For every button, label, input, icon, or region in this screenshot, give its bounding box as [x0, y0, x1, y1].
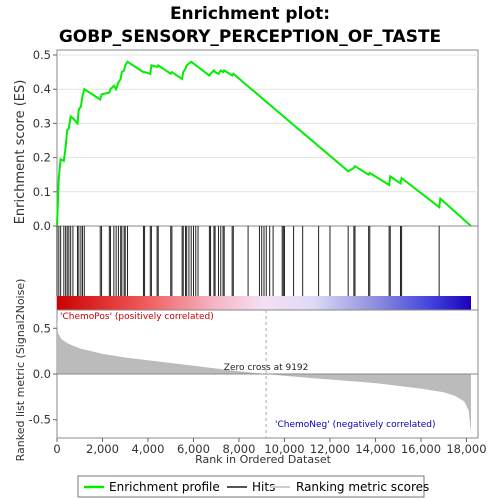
x-tick-label: 8,000	[223, 442, 256, 456]
es-tick-label: 0.1	[33, 185, 51, 199]
pos-correlated-label: 'ChemoPos' (positively correlated)	[60, 312, 214, 322]
legend-profile-label: Enrichment profile	[109, 480, 220, 494]
es-ylabel: Enrichment score (ES)	[13, 80, 28, 225]
chart-title-line2: GOBP_SENSORY_PERCEPTION_OF_TASTE	[59, 27, 441, 47]
chart-title-line1: Enrichment plot:	[170, 4, 330, 24]
x-tick-label: 18,000	[446, 442, 486, 456]
enrichment-profile-line	[56, 60, 472, 227]
legend-metric-label: Ranking metric scores	[296, 480, 429, 494]
x-tick-label: 2,000	[86, 442, 119, 456]
metric-xlabel: Rank in Ordered Dataset	[195, 453, 332, 466]
metric-tick-label: -0.5	[29, 413, 51, 427]
rank-heatmap-bar	[57, 296, 471, 310]
x-tick-label: 0	[53, 442, 60, 456]
x-tick-label: 16,000	[401, 442, 441, 456]
es-tick-label: 0.4	[33, 82, 51, 96]
metric-tick-label: 0.5	[33, 321, 51, 335]
x-tick-label: 6,000	[177, 442, 210, 456]
legend: Enrichment profile Hits Ranking metric s…	[77, 475, 429, 498]
x-tick-label: 4,000	[132, 442, 165, 456]
ranking-metric-area	[57, 319, 471, 434]
x-tick-label: 14,000	[355, 442, 395, 456]
neg-correlated-label: 'ChemoNeg' (negatively correlated)	[275, 420, 436, 430]
es-tick-label: 0.3	[33, 116, 51, 130]
metric-ylabel: Ranked list metric (Signal2Noise)	[14, 279, 27, 462]
es-tick-label: 0.2	[33, 151, 51, 165]
x-tick-label: 10,000	[264, 442, 304, 456]
x-tick-label: 12,000	[310, 442, 350, 456]
zero-cross-label: Zero cross at 9192	[224, 363, 309, 373]
legend-hits-label: Hits	[252, 480, 275, 494]
es-tick-label: 0.5	[33, 48, 51, 62]
es-tick-label: 0.0	[33, 219, 51, 233]
metric-tick-label: 0.0	[33, 367, 51, 381]
es-panel	[56, 49, 479, 227]
